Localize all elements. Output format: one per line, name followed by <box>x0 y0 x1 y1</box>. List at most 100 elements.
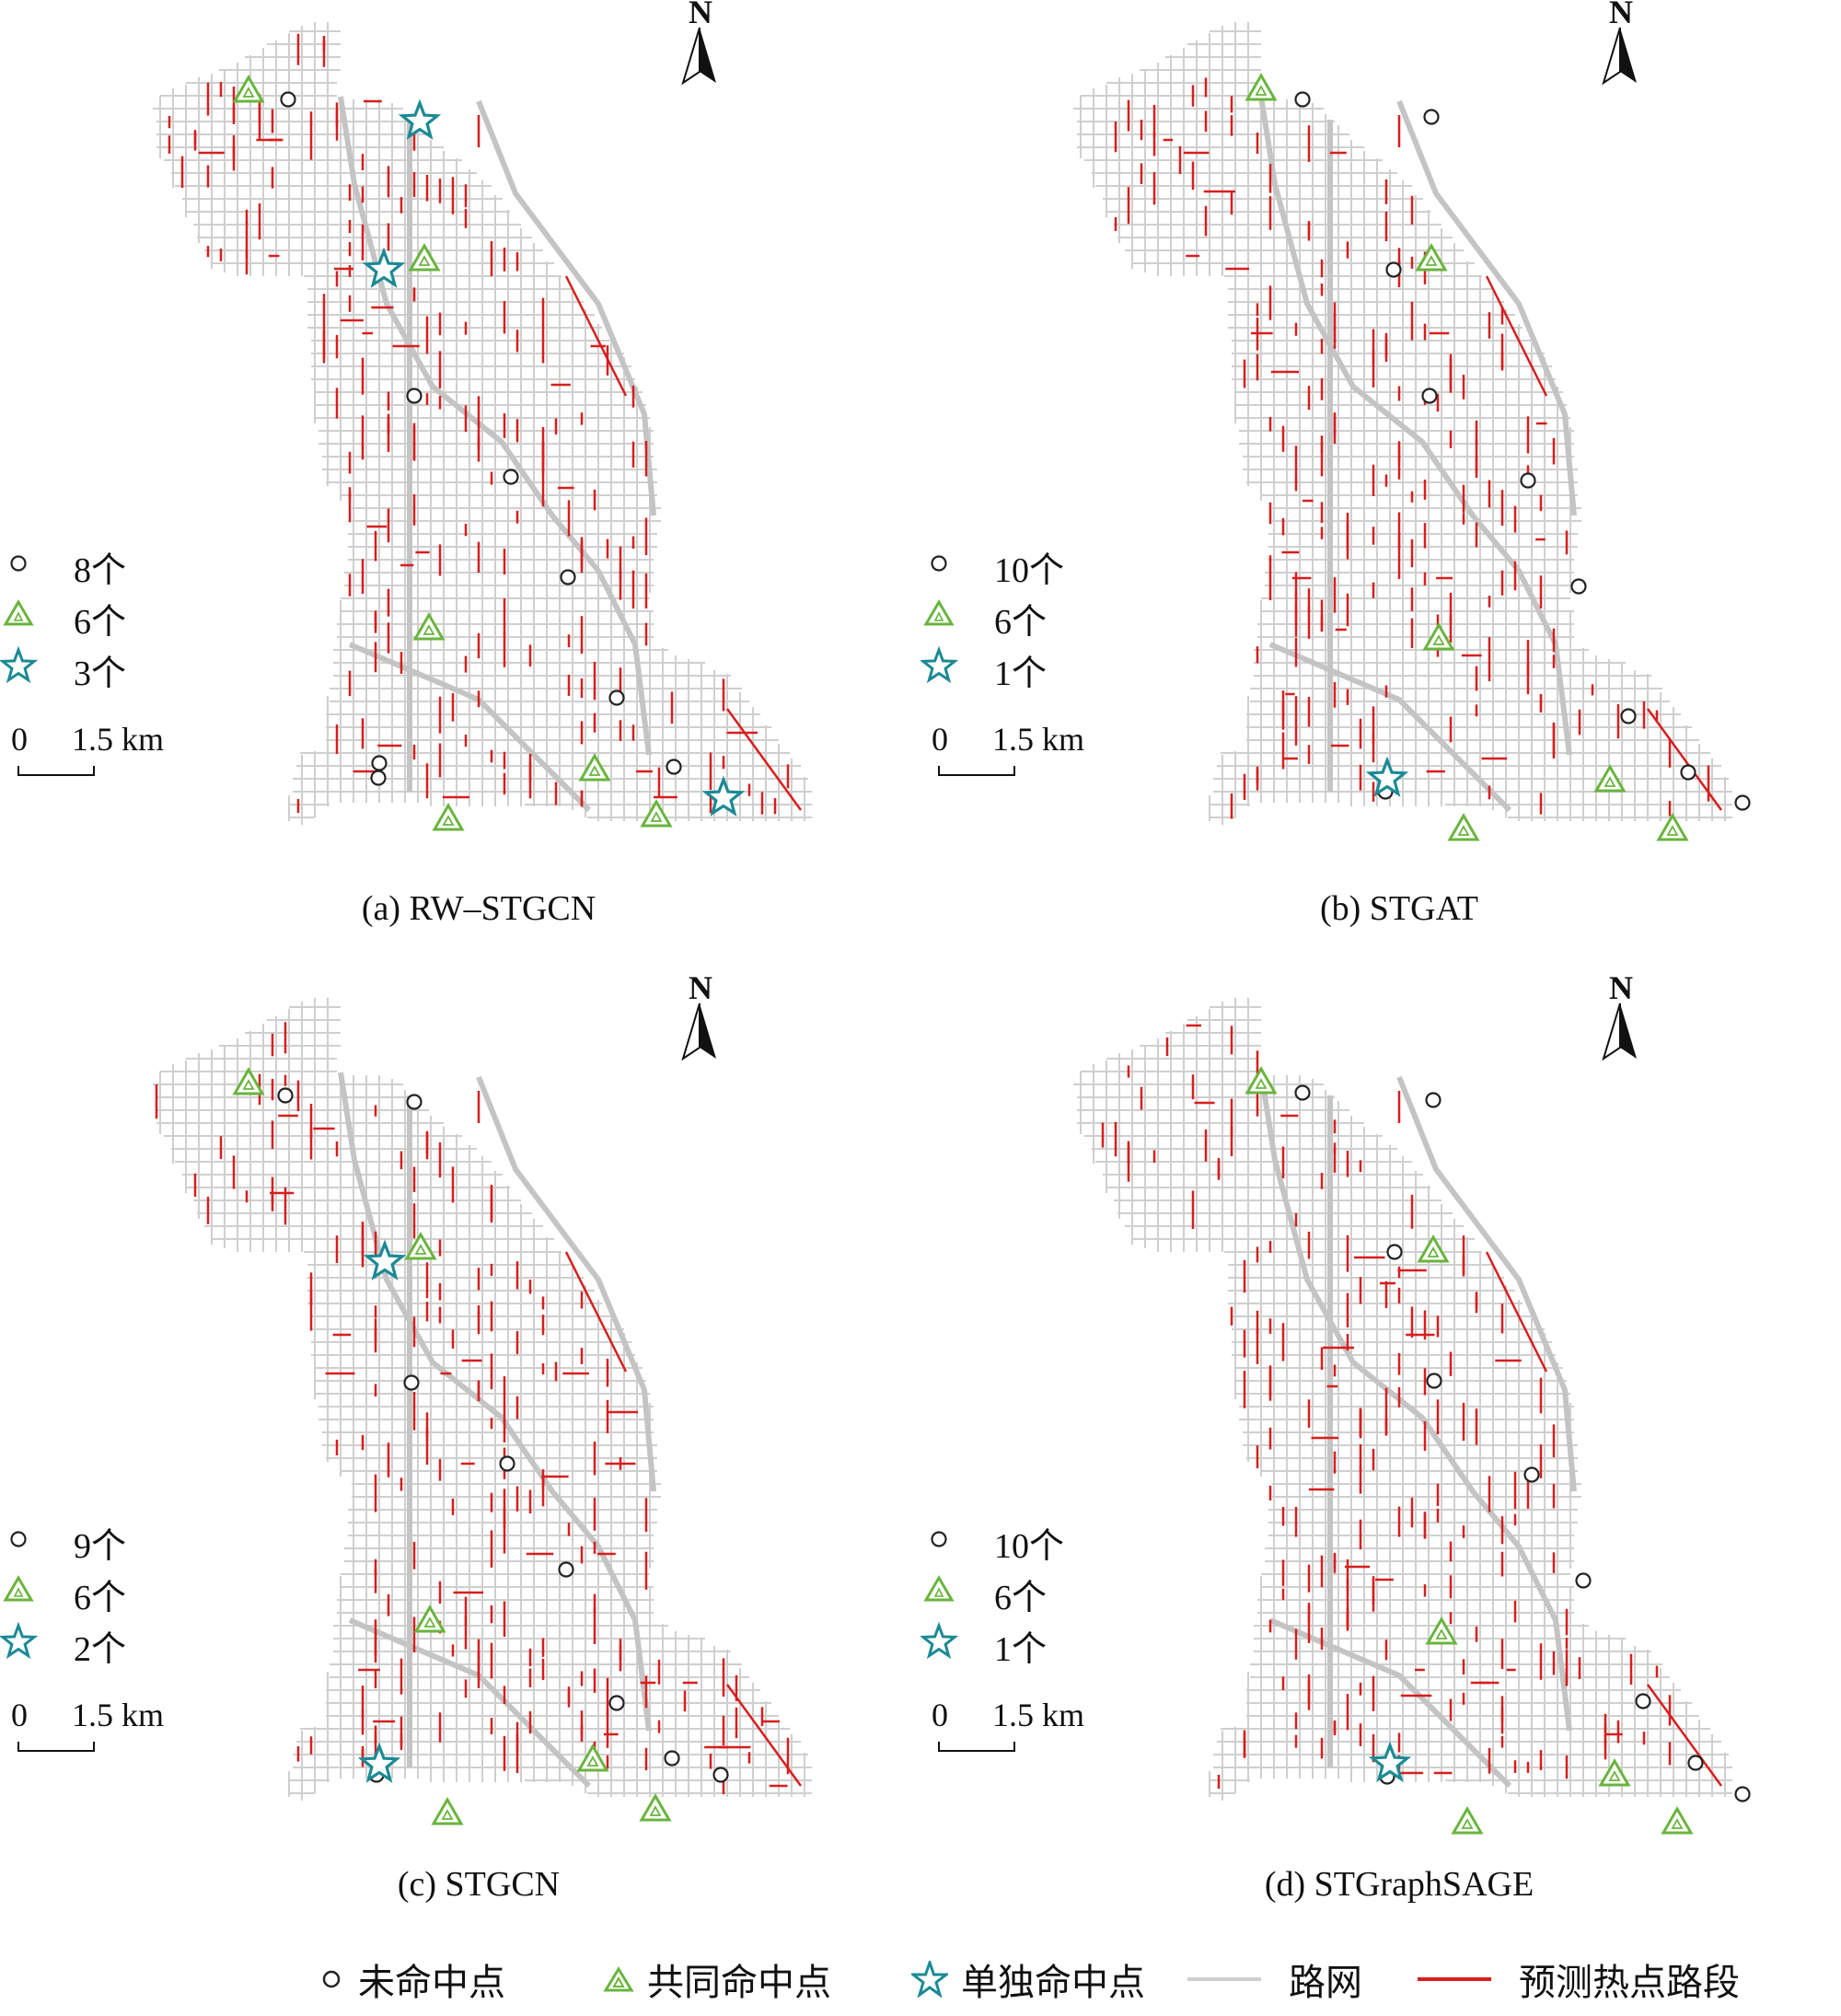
road-line-icon <box>1187 1977 1261 1981</box>
star-icon <box>911 1961 948 1998</box>
legend-count-2: 2个 <box>74 1630 127 1669</box>
single-hit-point <box>357 1742 401 1783</box>
legend-star-icon <box>920 645 959 684</box>
common-hit-point <box>1593 763 1627 793</box>
common-hit-point <box>1415 242 1448 272</box>
scale-zero-label: 0 <box>11 721 28 758</box>
common-hit-point <box>1245 1065 1278 1095</box>
legend-circle-icon <box>10 1531 27 1547</box>
map-svg <box>0 22 812 831</box>
common-hit-point <box>1451 1805 1484 1835</box>
common-hit-point <box>404 1231 437 1260</box>
miss-point <box>370 770 387 786</box>
scale-distance-label: 1.5 km <box>992 1697 1085 1733</box>
miss-point <box>1687 1755 1704 1771</box>
legend-triangle-icon <box>923 1575 955 1602</box>
single-hit-point <box>1365 756 1409 797</box>
legend-road: 路网 <box>1187 1952 1362 2007</box>
legend-circle-icon <box>10 555 27 572</box>
panel-caption: (b) STGAT <box>1319 889 1479 928</box>
miss-point <box>664 1750 680 1767</box>
common-hit-point <box>431 1796 464 1825</box>
legend-count-2: 1个 <box>994 1630 1048 1669</box>
miss-point <box>403 1374 420 1391</box>
road-network <box>1073 22 1732 825</box>
legend-triangle-icon <box>3 1575 34 1602</box>
panel-caption: (c) STGCN <box>397 1865 561 1904</box>
map-svg <box>0 998 812 1825</box>
scale-bar <box>938 1742 1015 1752</box>
legend-count-2: 3个 <box>74 655 127 693</box>
miss-point <box>1423 109 1440 125</box>
scale-zero-label: 0 <box>11 1697 28 1733</box>
bottom-legend: 未命中点 共同命中点 单独命中点 路网 预测热点路段 <box>0 1952 1841 2016</box>
miss-point <box>1575 1572 1592 1589</box>
miss-point <box>371 755 388 771</box>
north-arrow-icon <box>1602 27 1637 86</box>
map-svg <box>920 998 1751 1835</box>
common-hit-point <box>1245 72 1278 101</box>
hotspot-line-icon <box>1418 1977 1491 1981</box>
miss-point <box>1570 578 1587 595</box>
legend-star-icon <box>920 1621 959 1660</box>
north-label: N <box>1609 969 1633 1006</box>
road-network <box>1073 998 1732 1801</box>
common-hit-point <box>1422 621 1455 651</box>
common-hit-point <box>639 1792 672 1822</box>
miss-point <box>1294 91 1311 108</box>
legend-count-2: 1个 <box>994 655 1048 693</box>
scale-distance-label: 1.5 km <box>72 721 165 758</box>
miss-point <box>1635 1693 1651 1709</box>
legend-single-hit-label: 单独命中点 <box>961 1962 1145 2003</box>
common-hit-point <box>1656 812 1689 841</box>
legend-hotspot: 预测热点路段 <box>1418 1952 1740 2007</box>
miss-point <box>1385 261 1402 278</box>
map-panel-b: 10个 6个 1个 0 1.5 km N (b) STGAT <box>920 0 1841 976</box>
miss-point <box>608 689 625 706</box>
legend-circle-icon <box>931 1531 947 1547</box>
common-hit-point <box>232 1066 265 1095</box>
scale-bar <box>17 1742 95 1752</box>
miss-point <box>1386 1244 1403 1260</box>
legend-common-hit-label: 共同命中点 <box>647 1962 831 2003</box>
single-hit-point <box>1368 1741 1412 1782</box>
miss-point <box>1520 472 1536 489</box>
miss-point <box>277 1087 294 1104</box>
miss-point <box>503 469 519 485</box>
miss-point <box>499 1455 515 1472</box>
panel-caption: (a) RW–STGCN <box>361 889 596 928</box>
scale-bar <box>17 766 95 776</box>
common-hit-point <box>232 74 265 103</box>
scale-distance-label: 1.5 km <box>992 721 1085 758</box>
legend-common-hit: 共同命中点 <box>603 1952 831 2007</box>
miss-point <box>666 759 682 775</box>
hotspot-segments <box>1101 1024 1723 1790</box>
legend-miss: 未命中点 <box>318 1952 505 2007</box>
common-hit-point <box>1661 1805 1694 1835</box>
common-hit-point <box>1425 1616 1458 1645</box>
miss-point <box>560 569 576 585</box>
road-network <box>153 998 812 1801</box>
common-hit-point <box>413 1604 446 1633</box>
circle-icon <box>322 1970 341 1988</box>
miss-point <box>1425 1092 1442 1108</box>
map-panel-d: 10个 6个 1个 0 1.5 km N (d) STGraphSAGE <box>920 969 1841 1952</box>
legend-single-hit: 单独命中点 <box>911 1952 1145 2007</box>
legend-count-1: 6个 <box>994 603 1048 642</box>
legend-circle-icon <box>931 555 947 572</box>
miss-point <box>280 91 296 108</box>
legend-miss-label: 未命中点 <box>358 1962 505 2003</box>
legend-count-0: 10个 <box>994 551 1065 590</box>
miss-point <box>1294 1084 1311 1101</box>
miss-point <box>608 1695 625 1711</box>
map-panel-c: 9个 6个 2个 0 1.5 km N (c) STGCN <box>0 969 920 1952</box>
miss-point <box>406 1094 423 1110</box>
miss-point <box>1620 708 1637 724</box>
north-arrow-icon <box>681 1002 716 1061</box>
common-hit-point <box>576 1743 609 1772</box>
single-hit-point <box>398 98 442 140</box>
legend-road-label: 路网 <box>1289 1962 1362 2003</box>
north-label: N <box>689 969 712 1006</box>
common-hit-point <box>408 242 441 272</box>
legend-triangle-icon <box>923 599 955 626</box>
